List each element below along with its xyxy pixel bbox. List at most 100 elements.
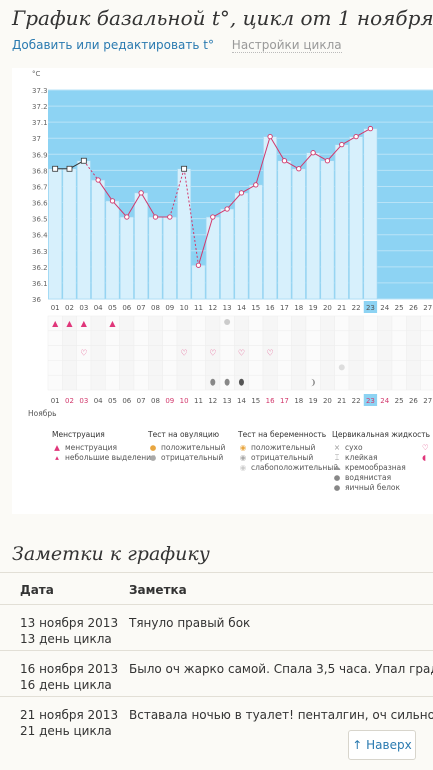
- legend-item: ● положительный: [149, 443, 226, 452]
- temperature-bar: [91, 179, 106, 300]
- grid-cell: [62, 330, 77, 346]
- temperature-line-segment: [355, 128, 371, 138]
- legend-item: ▴ небольшие выделения: [52, 453, 155, 463]
- grid-cell: [219, 345, 235, 361]
- grid-cell: [133, 360, 149, 376]
- y-tick-label: 37.2: [32, 103, 48, 111]
- grid-cell: [406, 345, 421, 361]
- grid-cell: [47, 360, 63, 376]
- temperature-point: [95, 177, 101, 183]
- grid-cell: [76, 374, 92, 391]
- grid-cell: [191, 330, 206, 346]
- cycle-settings-link[interactable]: Настройки цикла: [231, 38, 342, 53]
- legend-item: ◉ положительный: [239, 443, 316, 452]
- bbt-chart: 37.3 37.2 37.1 37 36.9 36.8 36.7 36.6 36.5 36.4 36…: [12, 68, 433, 514]
- grid-cell: [262, 330, 278, 346]
- bbt-chart-svg: 37.3 37.2 37.1 37 36.9 36.8 36.7 36.6 36.5 36.4 36…: [28, 70, 433, 418]
- temperature-line-segment: [169, 168, 185, 218]
- grid-cell: [420, 315, 433, 332]
- grid-cell: [76, 360, 92, 376]
- grid-cell: [162, 345, 178, 361]
- grid-cell: [420, 345, 433, 361]
- x-tick-label-top: 09: [165, 304, 174, 312]
- grid-cell: [377, 360, 393, 376]
- temperature-bar: [277, 160, 292, 300]
- legend-extra: ♡ ◖: [422, 430, 429, 463]
- temperature-point: [210, 214, 216, 220]
- grid-cell: [162, 315, 178, 332]
- note-cycle-day: 16 день цикла: [20, 678, 112, 692]
- temperature-line-segment: [327, 144, 343, 162]
- temperature-point: [310, 150, 316, 156]
- grid-cell: [148, 315, 163, 332]
- edit-temperature-link[interactable]: Добавить или редактировать t°: [12, 38, 214, 52]
- x-tick-label-top: 26: [409, 304, 418, 312]
- grid-cell: [62, 345, 77, 361]
- grid-cell: [320, 374, 335, 391]
- grid-cell: [363, 315, 378, 332]
- grid-cell: [406, 330, 421, 346]
- temperature-point: [324, 158, 331, 164]
- x-tick-label-top: 10: [180, 304, 189, 312]
- temperature-point: [52, 165, 59, 172]
- temperature-point: [195, 262, 202, 268]
- creamy-icon: ☁: [333, 463, 341, 472]
- creamy-icon: ❩: [310, 378, 317, 387]
- temperature-bar: [119, 216, 134, 300]
- legend-item: ● водянистая: [333, 473, 392, 482]
- grid-cell: [191, 315, 206, 332]
- temperature-point: [267, 133, 273, 140]
- table-row: 16 ноября 2013 16 день цикла Было оч жарк…: [0, 650, 433, 696]
- temperature-bar: [134, 192, 149, 300]
- note-date: 13 ноября 2013: [20, 616, 119, 630]
- drop-fluid-icon: [210, 378, 216, 386]
- grid-cell: [119, 360, 135, 376]
- x-tick-label-top: 11: [194, 304, 203, 312]
- x-tick-label-top: 01: [51, 304, 60, 312]
- temperature-line-segment: [126, 192, 142, 218]
- temperature-point: [253, 182, 259, 188]
- grid-cell: [219, 330, 235, 346]
- x-tick-label-bottom: 11: [194, 397, 203, 405]
- grid-cell: [90, 315, 106, 332]
- x-tick-label-top: 14: [237, 304, 246, 312]
- grid-cell: [47, 345, 63, 361]
- temperature-bar: [148, 216, 163, 300]
- x-tick-label-bottom: 27: [423, 397, 432, 405]
- scroll-up-button[interactable]: ↑ Наверх: [348, 730, 416, 760]
- grid-cell: [219, 360, 235, 376]
- legend-ovulation: Тест на овуляцию ● положительный ● отрицат…: [148, 430, 225, 463]
- grid-cell: [205, 360, 221, 376]
- grid-cell: [262, 374, 278, 391]
- temperature-bar: [162, 216, 177, 300]
- grid-cell: [391, 330, 407, 346]
- grid-cell: [148, 360, 163, 376]
- temperature-point: [138, 190, 144, 196]
- grid-cell: [119, 315, 135, 332]
- temperature-line-segment: [112, 200, 128, 218]
- grid-cell: [62, 360, 77, 376]
- grid-cell: [191, 360, 206, 376]
- grid-cell: [305, 315, 321, 332]
- grid-cell: [119, 345, 135, 361]
- temperature-bar: [263, 136, 278, 300]
- grid-cell: [162, 360, 178, 376]
- grid-cell: [348, 374, 364, 391]
- legend-title: Тест на беременность: [238, 430, 327, 439]
- y-tick-label: 37.1: [32, 119, 48, 127]
- grid-cell: [406, 374, 421, 391]
- x-tick-label-top: 05: [108, 304, 117, 312]
- sun-icon: ●: [149, 443, 157, 452]
- temperature-bar: [334, 144, 349, 300]
- grid-cell: [90, 360, 106, 376]
- temperature-line-segment: [269, 136, 285, 161]
- temperature-point: [80, 157, 87, 164]
- legend-item: ☁ кремообразная: [333, 463, 406, 472]
- x-tick-label-bottom: 20: [323, 397, 332, 405]
- temperature-point: [353, 133, 359, 140]
- temperature-line-segment: [197, 216, 214, 266]
- grid-cell: [90, 374, 106, 391]
- legend-item: ◉ слабоположительный: [239, 463, 339, 472]
- temperature-point: [124, 214, 130, 220]
- x-tick-label-top: 15: [251, 304, 260, 312]
